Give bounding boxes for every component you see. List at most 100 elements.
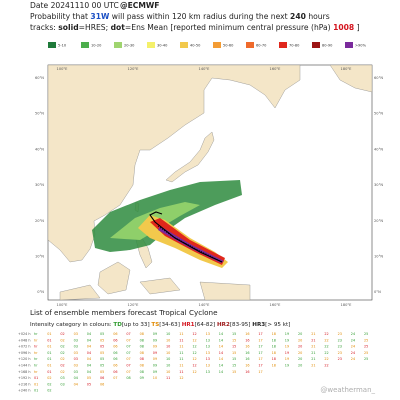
cell: 04 [87, 351, 91, 355]
cell: 14 [219, 351, 223, 355]
lon-label: 140°E [199, 303, 211, 307]
cell: 05 [100, 364, 104, 368]
cell: 20 [298, 357, 302, 361]
cell: 10 [153, 376, 157, 380]
cell: 12 [192, 338, 196, 342]
row-label: +072 h [18, 345, 31, 349]
cell: 17 [258, 332, 262, 336]
cell: 20 [298, 351, 302, 355]
cell: 05 [87, 376, 91, 380]
cell: 01 [34, 376, 38, 380]
lat-label: 50°N [374, 112, 383, 116]
tracks-line: tracks: solid=HRES; dot=Ens Mean [report… [30, 23, 360, 32]
cell: 15 [232, 364, 236, 368]
cell: 18 [272, 345, 276, 349]
cell: 22 [324, 338, 328, 342]
cell: 02 [60, 357, 64, 361]
land [329, 64, 373, 93]
cell: 03 [74, 351, 78, 355]
cell: 15 [232, 357, 236, 361]
cell: 09 [153, 357, 157, 361]
land [47, 64, 301, 263]
cell: 02 [47, 389, 51, 393]
legend-swatch [345, 42, 353, 48]
cell: 24 [351, 357, 355, 361]
cell: 17 [258, 338, 262, 342]
cell: 01 [47, 338, 51, 342]
cell: hr [34, 351, 38, 355]
cell: 03 [74, 364, 78, 368]
cell: 13 [206, 345, 210, 349]
cell: 19 [285, 364, 289, 368]
cell: 24 [351, 332, 355, 336]
probability-swath [158, 226, 224, 263]
cell: 23 [338, 345, 342, 349]
cell: 12 [192, 351, 196, 355]
cell: 08 [140, 370, 144, 374]
cell: 01 [47, 370, 51, 374]
cell: 16 [245, 345, 249, 349]
cell: 07 [126, 370, 130, 374]
cell: 21 [311, 332, 315, 336]
cell: 16 [245, 332, 249, 336]
cell: 05 [100, 357, 104, 361]
cell: 09 [153, 351, 157, 355]
cell: 03 [74, 357, 78, 361]
cell: 13 [206, 332, 210, 336]
cell: 06 [113, 364, 117, 368]
cell: 13 [206, 338, 210, 342]
cell: 22 [324, 345, 328, 349]
cell: 05 [100, 332, 104, 336]
cell: 02 [47, 382, 51, 386]
legend-label: 50-60 [223, 44, 234, 48]
cell: 07 [126, 357, 130, 361]
cell: 09 [153, 332, 157, 336]
lat-label: 0°N [37, 290, 44, 294]
cell: 07 [126, 338, 130, 342]
cell: 21 [311, 357, 315, 361]
cell: 17 [258, 364, 262, 368]
cell: 10 [166, 364, 170, 368]
cell: 08 [126, 376, 130, 380]
cell: 10 [166, 332, 170, 336]
cell: 20 [298, 332, 302, 336]
cell: 04 [74, 382, 78, 386]
cell: 20 [298, 345, 302, 349]
cell: 09 [153, 338, 157, 342]
cell: 22 [324, 357, 328, 361]
legend-label: 70-80 [289, 44, 300, 48]
cell: 02 [60, 364, 64, 368]
cell: 07 [126, 345, 130, 349]
cell: 01 [47, 345, 51, 349]
cell: 17 [258, 370, 262, 374]
cell: 08 [140, 357, 144, 361]
cell: 12 [192, 332, 196, 336]
cell: 06 [113, 345, 117, 349]
row-label: +168 h [18, 370, 31, 374]
lat-label: 10°N [35, 255, 44, 259]
cell: 24 [351, 345, 355, 349]
cell: 11 [179, 332, 183, 336]
cell: 06 [113, 370, 117, 374]
cell: 07 [126, 351, 130, 355]
row-label: +192 h [18, 376, 31, 380]
cell: 23 [338, 351, 342, 355]
cell: 23 [338, 357, 342, 361]
cell: 14 [219, 345, 223, 349]
legend-label: 60-70 [256, 44, 267, 48]
legend-label: 20-30 [124, 44, 135, 48]
cell: 25 [364, 332, 368, 336]
cell: 21 [311, 364, 315, 368]
legend-label: 80-90 [322, 44, 333, 48]
cell: 15 [232, 332, 236, 336]
cell: 22 [324, 364, 328, 368]
cell: hr [34, 364, 38, 368]
cell: 02 [47, 376, 51, 380]
legend-label: 40-50 [190, 44, 201, 48]
source: @ECMWF [120, 1, 159, 10]
lon-label: 160°E [270, 67, 282, 71]
cell: 22 [324, 332, 328, 336]
date: Date 20241110 00 UTC [30, 1, 119, 10]
cell: 08 [140, 345, 144, 349]
